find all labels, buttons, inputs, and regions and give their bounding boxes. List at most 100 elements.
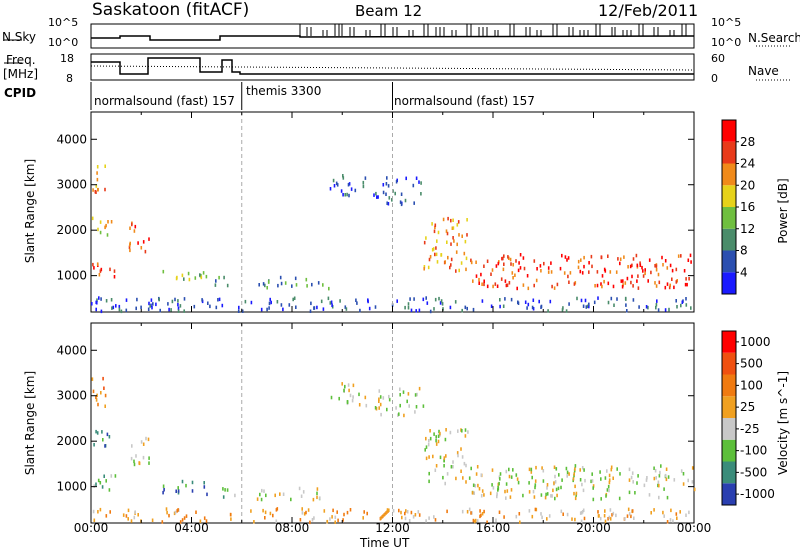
data-cell [99, 269, 102, 273]
data-cell [532, 489, 535, 494]
data-cell [96, 177, 99, 182]
data-cell [379, 402, 382, 407]
data-cell [427, 265, 430, 270]
data-cell [490, 304, 493, 308]
data-cell [329, 187, 332, 191]
data-cell [616, 297, 618, 301]
data-cell [686, 282, 688, 287]
data-cell [452, 226, 455, 230]
data-cell [490, 272, 492, 276]
data-cell [446, 509, 448, 514]
data-cell [395, 180, 398, 184]
data-cell [510, 488, 513, 492]
data-cell [264, 516, 266, 520]
data-cell [632, 257, 635, 261]
data-cell [336, 510, 338, 514]
data-cell [608, 515, 611, 520]
data-cell [475, 260, 477, 264]
data-cell [680, 254, 682, 258]
data-cell [398, 508, 400, 513]
data-cell [680, 303, 682, 308]
data-cell [483, 282, 485, 287]
data-cell [455, 476, 457, 481]
data-cell [618, 496, 621, 501]
data-cell [499, 477, 501, 481]
data-cell [514, 273, 516, 277]
data-cell [140, 246, 143, 250]
data-cell [362, 184, 365, 189]
data-cell [105, 223, 107, 228]
data-cell [343, 512, 345, 517]
data-cell [478, 277, 480, 282]
data-cell [275, 519, 278, 523]
data-cell [292, 297, 294, 302]
data-cell [579, 511, 582, 515]
data-cell [557, 486, 560, 491]
data-cell [441, 302, 444, 306]
data-cell [145, 436, 147, 441]
data-cell [612, 476, 614, 480]
data-cell [669, 283, 671, 288]
data-cell [632, 298, 635, 302]
data-cell [147, 307, 150, 311]
data-cell [604, 269, 607, 273]
data-cell [510, 262, 512, 266]
data-cell [158, 297, 160, 302]
data-cell [425, 519, 427, 523]
data-cell [104, 444, 106, 448]
data-cell [592, 484, 595, 488]
data-cell [590, 254, 593, 259]
data-cell [342, 176, 345, 180]
data-cell [591, 264, 593, 269]
data-cell [95, 184, 98, 188]
data-cell [303, 512, 306, 516]
colorbar-tick-label: 25 [740, 400, 755, 414]
colorbar-tick-label: 100 [740, 378, 763, 392]
data-cell [400, 510, 402, 515]
data-cell [551, 494, 553, 498]
data-cell [434, 468, 437, 472]
data-cell [270, 300, 272, 305]
data-cell [346, 510, 349, 515]
data-cell [574, 517, 576, 522]
data-cell [655, 305, 657, 310]
data-cell [540, 305, 542, 309]
data-cell [221, 303, 224, 308]
data-cell [641, 265, 643, 270]
nsky-trace [91, 35, 695, 41]
data-cell [502, 256, 504, 261]
data-cell [258, 283, 260, 287]
data-cell [309, 309, 312, 313]
data-cell [97, 478, 100, 483]
data-cell [101, 485, 104, 489]
data-cell [380, 516, 382, 520]
data-cell [261, 488, 263, 493]
data-cell [425, 456, 428, 461]
data-cell [413, 297, 415, 301]
data-cell [643, 483, 646, 488]
data-cell [279, 492, 281, 496]
data-cell [547, 270, 550, 274]
data-cell [305, 510, 307, 515]
data-cell [95, 190, 97, 194]
data-cell [631, 471, 634, 475]
data-cell [689, 253, 692, 258]
data-cell [666, 266, 669, 270]
data-cell [607, 484, 610, 489]
x-tick-label: 00:00 [677, 521, 712, 535]
data-cell [306, 284, 308, 288]
data-cell [533, 259, 536, 263]
data-cell [93, 443, 95, 447]
data-cell [125, 308, 128, 313]
data-cell [527, 286, 530, 291]
data-cell [632, 480, 634, 484]
data-cell [617, 257, 619, 261]
data-cell [215, 279, 217, 283]
data-cell [518, 512, 521, 516]
data-cell [177, 309, 180, 313]
data-cell [224, 488, 226, 492]
data-cell [535, 278, 538, 283]
data-cell [566, 512, 569, 517]
data-cell [188, 277, 191, 282]
data-cell [556, 493, 558, 498]
